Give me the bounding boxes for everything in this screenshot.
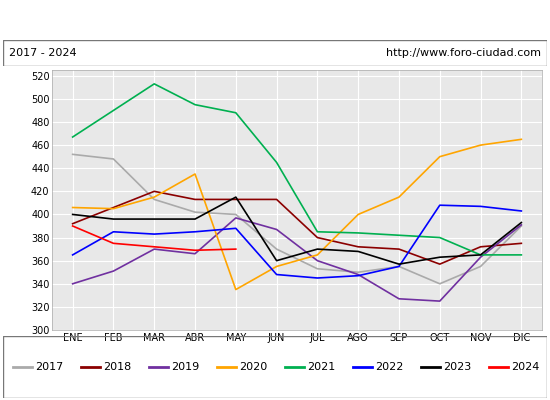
Text: 2021: 2021: [307, 362, 336, 372]
Text: 2019: 2019: [171, 362, 199, 372]
Text: Evolucion del paro registrado en Escalona: Evolucion del paro registrado en Escalon…: [129, 12, 421, 26]
Text: 2017: 2017: [35, 362, 63, 372]
Text: 2018: 2018: [103, 362, 131, 372]
Text: 2023: 2023: [443, 362, 471, 372]
Text: http://www.foro-ciudad.com: http://www.foro-ciudad.com: [386, 48, 541, 58]
Text: 2020: 2020: [239, 362, 267, 372]
Text: 2017 - 2024: 2017 - 2024: [9, 48, 77, 58]
Text: 2024: 2024: [511, 362, 540, 372]
Text: 2022: 2022: [375, 362, 404, 372]
